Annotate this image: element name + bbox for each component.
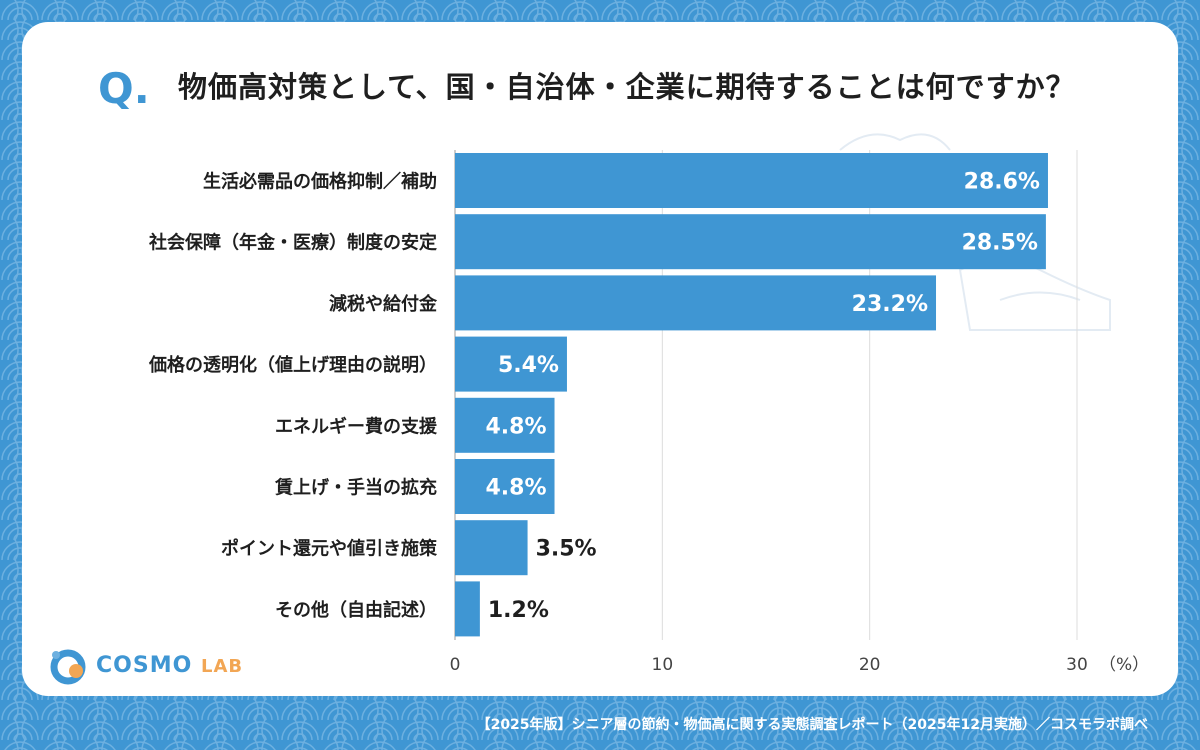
logo-main-text: COSMO xyxy=(96,652,193,678)
logo-sub-text: LAB xyxy=(200,655,244,677)
chart-title: 物価高対策として、国・自治体・企業に期待することは何ですか？ xyxy=(178,70,1076,104)
value-label: 3.5% xyxy=(536,537,597,562)
value-label: 4.8% xyxy=(486,476,547,501)
value-label: 28.5% xyxy=(962,231,1038,256)
category-label: 賃上げ・手当の拡充 xyxy=(274,477,437,499)
bar xyxy=(455,153,1048,208)
x-tick-label: 30 xyxy=(1066,655,1088,675)
value-label: 4.8% xyxy=(486,414,547,439)
value-label: 5.4% xyxy=(498,353,559,378)
category-label: エネルギー費の支援 xyxy=(275,415,438,437)
bar xyxy=(455,581,480,637)
question-mark-label: Q. xyxy=(98,64,150,113)
category-label: 減税や給付金 xyxy=(329,293,438,315)
category-label: 生活必需品の価格抑制／補助 xyxy=(203,171,437,193)
x-tick-label: 20 xyxy=(859,655,881,675)
x-tick-label: 0 xyxy=(450,655,461,675)
category-label: ポイント還元や値引き施策 xyxy=(221,538,438,560)
cosmo-lab-logo-icon xyxy=(50,649,86,685)
category-label: その他（自由記述） xyxy=(275,599,437,621)
value-label: 28.6% xyxy=(964,170,1040,195)
category-label: 社会保障（年金・医療）制度の安定 xyxy=(149,232,437,254)
bar xyxy=(455,336,567,392)
bar xyxy=(455,397,555,453)
chart-card xyxy=(22,22,1178,696)
bar xyxy=(455,520,528,576)
value-label: 1.2% xyxy=(488,598,549,623)
bar xyxy=(455,214,1046,270)
x-tick-label: 10 xyxy=(652,655,674,675)
bar xyxy=(455,459,555,514)
bar xyxy=(455,275,937,331)
category-label: 価格の透明化（値上げ理由の説明） xyxy=(148,354,437,376)
source-footer: 【2025年版】シニア層の節約・物価高に関する実態調査レポート（2025年12月… xyxy=(476,717,1148,733)
value-label: 23.2% xyxy=(852,292,928,317)
x-axis-unit: （%） xyxy=(1099,655,1149,675)
cosmo-lab-logo: COSMO LAB xyxy=(46,645,243,685)
